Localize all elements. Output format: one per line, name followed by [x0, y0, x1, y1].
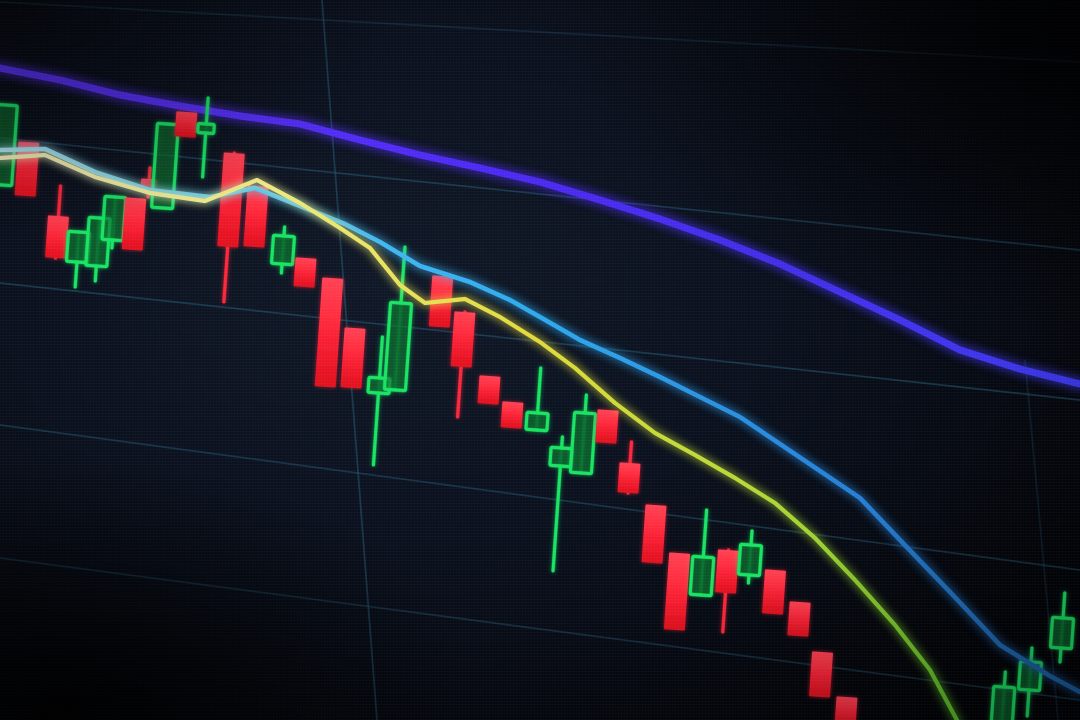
- bear-candle: [174, 111, 198, 138]
- bear-candle: [641, 504, 667, 564]
- candle-body: [269, 233, 297, 267]
- candle-body: [787, 601, 811, 637]
- candle-body: [174, 111, 198, 138]
- candle-body: [617, 462, 641, 494]
- candle-body: [809, 651, 833, 698]
- bear-candle: [762, 569, 786, 615]
- candle-body: [340, 327, 366, 389]
- candle-body: [568, 410, 598, 476]
- bull-candle: [100, 194, 128, 250]
- bear-candle: [834, 696, 858, 720]
- bear-candle: [477, 375, 501, 405]
- candle-body: [641, 504, 667, 564]
- bear-candle: [595, 409, 619, 444]
- candle-body: [595, 409, 619, 444]
- candle-body: [548, 445, 574, 469]
- candle-body: [477, 375, 501, 405]
- candle-body: [524, 410, 550, 433]
- bear-candle: [787, 601, 811, 637]
- bear-candle: [809, 651, 833, 698]
- bear-candle: [293, 257, 317, 288]
- candle-body: [196, 121, 216, 136]
- candle-body: [1048, 615, 1076, 651]
- candle-body: [688, 554, 716, 598]
- candle-body: [293, 257, 317, 288]
- candle-body: [382, 300, 414, 393]
- candle-body: [121, 197, 147, 251]
- bear-candle: [500, 401, 524, 429]
- candle-body: [715, 549, 739, 594]
- candle-body: [989, 684, 1017, 720]
- candle-body: [45, 215, 69, 259]
- candle-body: [100, 194, 128, 243]
- bear-candle: [121, 197, 147, 251]
- candle-body: [500, 401, 524, 429]
- bear-candle: [340, 327, 366, 389]
- candle-body: [834, 696, 858, 720]
- candle-body: [450, 311, 476, 368]
- candle-body: [762, 569, 786, 615]
- candle-body: [736, 542, 764, 578]
